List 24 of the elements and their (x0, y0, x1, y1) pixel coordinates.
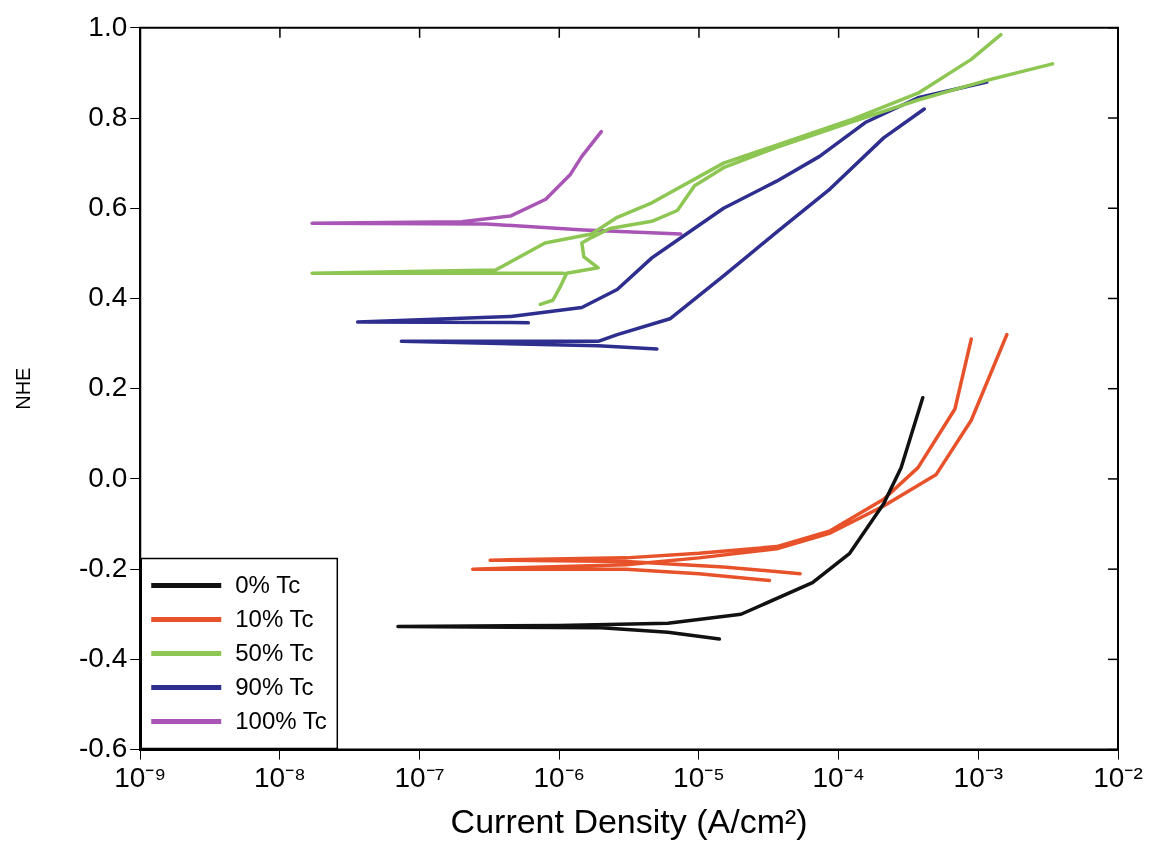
y-tick-label: -0.4 (79, 642, 128, 674)
y-tick-label: 0.6 (88, 190, 128, 222)
legend-label: 0% Tc (235, 571, 301, 599)
y-tick-label: -0.6 (79, 732, 128, 764)
y-tick-label: -0.2 (79, 551, 128, 583)
x-tick-label: 10⁻³ (953, 762, 1004, 794)
legend-label: 100% Tc (235, 707, 327, 735)
x-tick-label: 10⁻⁹ (114, 762, 167, 794)
y-axis-title: NHE (11, 367, 34, 410)
y-tick-label: 0.4 (88, 281, 128, 313)
x-tick-label: 10⁻⁵ (673, 762, 725, 794)
y-tick-label: 0.2 (88, 371, 128, 403)
x-tick-label: 10⁻⁷ (394, 762, 445, 794)
legend-label: 90% Tc (235, 673, 314, 701)
y-tick-label: 1.0 (88, 10, 128, 42)
y-tick-label: 0.8 (88, 100, 128, 132)
legend-label: 50% Tc (235, 639, 314, 667)
x-tick-label: 10⁻² (1093, 762, 1143, 794)
x-axis-title: Current Density (A/cm²) (450, 801, 808, 840)
legend-label: 10% Tc (235, 605, 314, 633)
y-tick-label: 0.0 (88, 461, 128, 493)
x-tick-label: 10⁻⁴ (812, 762, 865, 794)
x-tick-label: 10⁻⁸ (253, 762, 306, 794)
x-tick-label: 10⁻⁶ (533, 762, 586, 794)
